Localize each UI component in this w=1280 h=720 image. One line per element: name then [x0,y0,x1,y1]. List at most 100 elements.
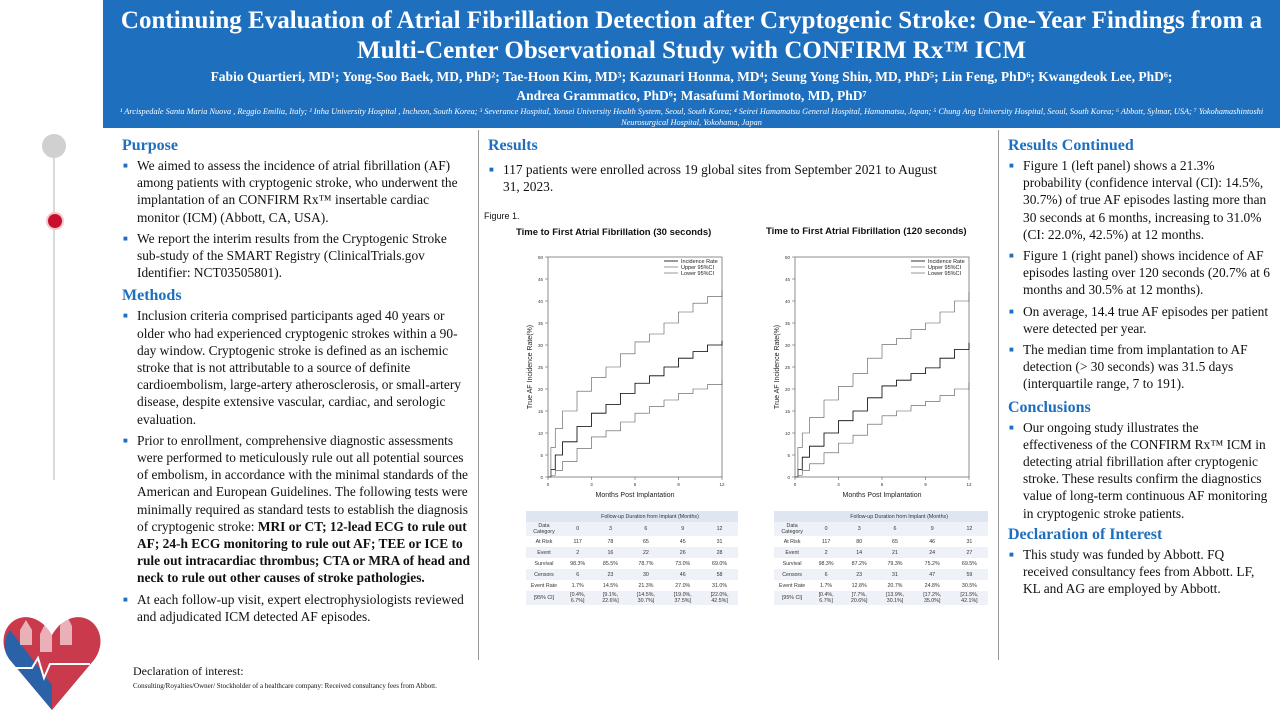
table-cell: 20.7% [876,580,914,591]
y-tick-label: 20 [538,387,544,392]
table-title: Follow-up Duration from Implant (Months) [810,511,988,522]
table-cell: 75.2% [913,558,951,569]
x-tick-label: 9 [924,482,927,487]
series-line-1 [795,291,970,478]
table-cell: 26 [664,547,702,558]
table-row: Censors 6 23 30 46 58 [526,569,738,580]
methods-item: At each follow-up visit, expert electrop… [122,591,470,625]
methods-heading: Methods [122,287,182,305]
table-cell: 6 [561,569,594,580]
table-cell: 78 [593,536,628,547]
y-tick-label: 50 [538,255,544,260]
table-cell: Censors [774,569,811,580]
table-row: At Risk 117 80 65 46 31 [774,536,988,547]
table-row: Event Rate 1.7% 14.5% 21.3% 27.0% 31.0% [526,580,738,591]
poster-header: Continuing Evaluation of Atrial Fibrilla… [103,0,1280,128]
table-cell: [17.2%, 35.0%] [913,591,951,605]
table-cell: 73.0% [664,558,702,569]
table-cell: Survival [526,558,562,569]
x-tick-label: 0 [547,482,550,487]
table-cell: 79.3% [876,558,914,569]
table-row: Event Rate 1.7% 12.8% 20.7% 24.8% 30.5% [774,580,988,591]
table-cell: 14 [841,547,877,558]
y-axis-label: True AF Incidence Rate(%) [527,325,534,409]
methods-item: Inclusion criteria comprised participant… [122,307,470,427]
timeline-line [53,150,55,480]
table-header-cell: Data Category [526,522,562,536]
table-row: Censors 6 23 31 47 59 [774,569,988,580]
table-cell: 117 [810,536,842,547]
table-cell: 98.3% [561,558,594,569]
table-cell: Event Rate [774,580,811,591]
table-header-cell: 3 [841,522,877,536]
table-row: Event 2 14 21 24 27 [774,547,988,558]
series-line-2 [548,380,723,478]
y-tick-label: 15 [785,409,791,414]
table-cell: [9.1%, 22.6%] [593,591,628,605]
table-row: [95% CI] [0.4%, 6.7%] [9.1%, 22.6%] [14.5%,… [526,591,738,605]
table-cell: 14.5% [593,580,628,591]
table-cell: 1.7% [561,580,594,591]
declaration-list: This study was funded by Abbott. FQ rece… [1008,546,1270,598]
table-cell: 45 [664,536,702,547]
y-tick-label: 50 [785,255,791,260]
table-cell: 80 [841,536,877,547]
table-header-row: Data Category 0 3 6 9 12 [774,522,988,536]
series-line-0 [795,342,970,478]
table-cell: 16 [593,547,628,558]
table-cell: 59 [950,569,988,580]
table-cell: 27.0% [664,580,702,591]
left-decoration-strip [0,0,103,720]
plot-frame [794,256,970,478]
table-cell: 47 [913,569,951,580]
table-cell: 46 [913,536,951,547]
table-corner-cell [526,511,562,522]
table-cell: 1.7% [810,580,842,591]
table-cell: 98.3% [810,558,842,569]
table-cell: 23 [593,569,628,580]
legend-label: Upper 95%CI [928,265,961,271]
footer-text: Consulting/Royalties/Owner/ Stockholder … [133,682,437,690]
table-cell: 78.7% [627,558,665,569]
table-cell: 69.0% [701,558,738,569]
table-row: Survival 98.3% 85.5% 78.7% 73.0% 69.0% [526,558,738,569]
table-cell: 87.2% [841,558,877,569]
table-cell: 22 [627,547,665,558]
table-cell: 31.0% [701,580,738,591]
conclusions-list: Our ongoing study illustrates the effect… [1008,419,1270,522]
legend-label: Lower 95%CI [681,271,714,277]
y-tick-label: 35 [785,321,791,326]
y-tick-label: 35 [538,321,544,326]
y-tick-label: 5 [540,453,543,458]
table-cell: [13.9%, 30.1%] [876,591,914,605]
table-cell: [14.5%, 30.7%] [627,591,665,605]
purpose-item: We aimed to assess the incidence of atri… [122,157,470,226]
table-cell: 85.5% [593,558,628,569]
table-cell: 24.8% [913,580,951,591]
table-cell: Event [526,547,562,558]
followup-table-left: Follow-up Duration from Implant (Months)… [526,511,738,605]
table-cell: 6 [810,569,842,580]
results-continued-item: On average, 14.4 true AF episodes per pa… [1008,303,1270,337]
timeline-dot-red [46,212,64,230]
table-corner-cell [774,511,811,522]
results-continued-heading: Results Continued [1008,137,1134,154]
table-row: Event 2 16 22 26 28 [526,547,738,558]
x-tick-label: 12 [966,482,972,487]
y-tick-label: 15 [538,409,544,414]
results-list: 117 patients were enrolled across 19 glo… [488,161,993,195]
purpose-item: We report the interim results from the C… [122,230,470,282]
x-tick-label: 6 [881,482,884,487]
table-header-cell: 0 [561,522,594,536]
y-axis-label: True AF Incidence Rate(%) [774,325,781,409]
x-axis-label: Months Post Implantation [596,492,675,499]
y-tick-label: 0 [540,475,543,480]
conclusions-heading: Conclusions [1008,398,1091,416]
table-cell: 31 [876,569,914,580]
table-cell: At Risk [526,536,562,547]
table-cell: At Risk [774,536,811,547]
y-tick-label: 20 [785,387,791,392]
legend-label: Incidence Rate [681,259,718,265]
series-line-2 [795,382,970,478]
legend-label: Incidence Rate [928,259,965,265]
